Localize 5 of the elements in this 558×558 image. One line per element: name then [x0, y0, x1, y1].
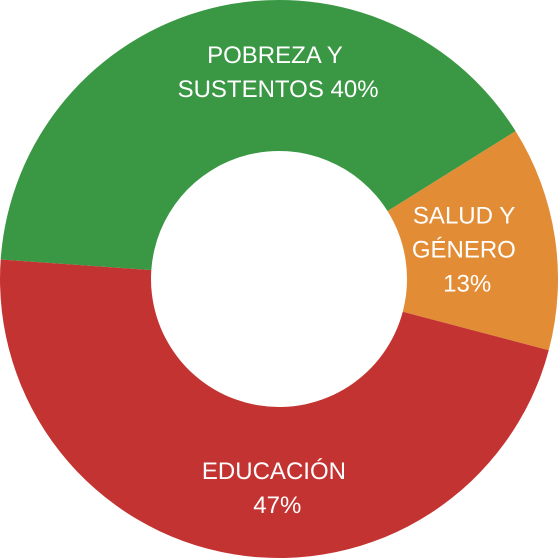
slice-label: POBREZA Y SUSTENTOS 40% — [178, 42, 379, 104]
slice-label: EDUCACIÓN — [202, 458, 353, 486]
data-label: 13% — [443, 270, 492, 298]
slice-label: SALUD Y GÉNERO — [412, 202, 523, 264]
data-label: 47% — [253, 492, 302, 520]
